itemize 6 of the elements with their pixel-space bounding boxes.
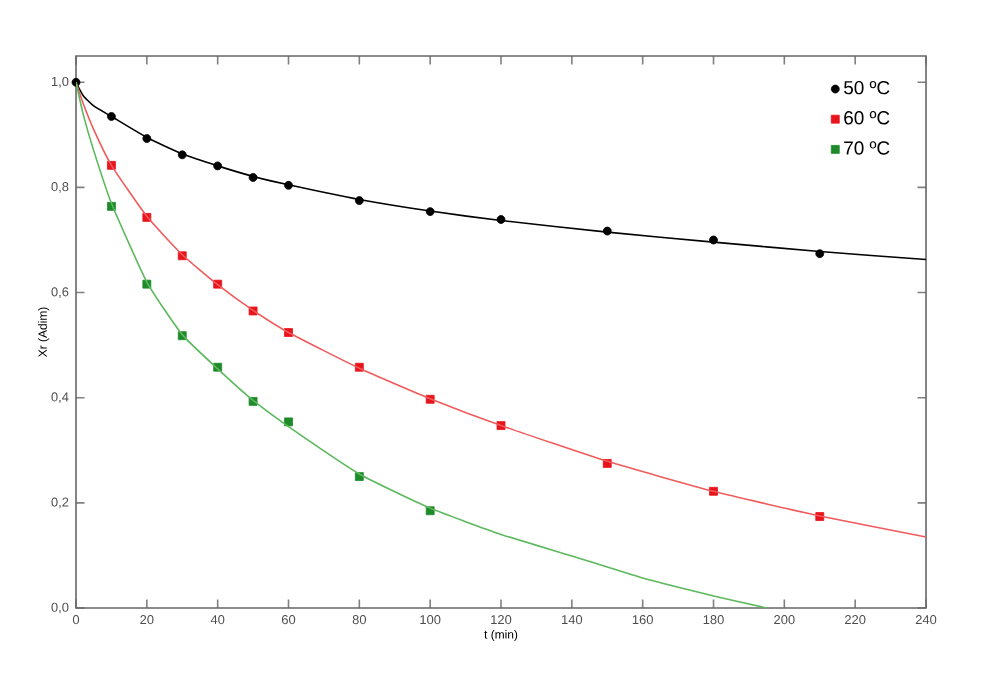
legend-label: 70 ºC: [844, 141, 890, 155]
point: [284, 417, 293, 427]
point: [815, 249, 825, 259]
legend-label: 60 ºC: [844, 111, 890, 125]
point: [107, 112, 116, 121]
legend-label: 50 ºC: [844, 80, 890, 95]
